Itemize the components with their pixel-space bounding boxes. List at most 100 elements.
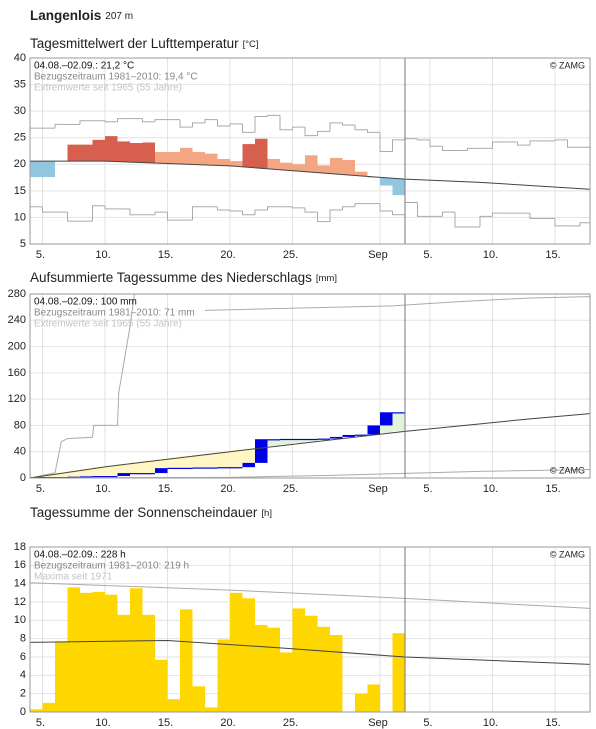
extreme-line [342,206,355,210]
bar [380,177,393,186]
difference-area [267,439,280,446]
bar [292,164,305,172]
bar [230,161,243,167]
x-tick-label: 10. [483,483,498,495]
x-tick-label: 5. [423,483,432,495]
reference-line [30,160,590,190]
difference-area [280,438,293,445]
bar [230,592,243,712]
extreme-line [317,130,330,136]
extreme-line [117,118,130,122]
bar [242,598,255,712]
x-tick-label: 10. [95,249,110,261]
extreme-line [242,123,255,133]
marks [30,294,590,478]
bar [155,659,168,712]
header: Langenlois 207 m [30,8,133,23]
x-tick-label: 15. [158,483,173,495]
bar [242,144,255,168]
extreme-line [379,132,393,153]
bar [130,588,143,712]
plot-frame [29,546,591,713]
bar [142,473,155,475]
extreme-line [492,141,505,149]
x-tick-label: 15. [158,249,173,261]
bar [130,143,143,163]
x-tick-label: 25. [283,483,298,495]
extreme-line [30,582,590,609]
bar [30,161,43,178]
x-tick-label: 5. [36,483,45,495]
bar [317,165,330,174]
extreme-line [292,206,305,209]
y-tick-label: 10 [14,614,26,626]
extreme-line [104,205,118,210]
extreme-line [54,123,68,129]
extreme-line [517,141,530,146]
y-tick-label: 30 [14,105,26,117]
bar [330,436,343,439]
extreme-line [242,211,255,216]
plot-frame [29,57,591,245]
bar [92,139,105,162]
bar [267,627,280,712]
extreme-line [154,211,168,215]
x-tick-label: 5. [36,249,45,261]
x-tick-label: 15. [545,483,560,495]
plot-frame [29,293,591,479]
y-tick-label: 16 [14,559,26,571]
bar [355,171,368,176]
bar [217,467,230,469]
extreme-line [167,212,180,221]
bar [217,639,230,712]
station: Langenlois [30,8,101,23]
bar [30,709,43,712]
y-tick-label: 14 [14,578,26,590]
title-text: Tagesmittelwert der Lufttemperatur [30,36,239,51]
y-tick-label: 15 [14,185,26,197]
y-tick-label: 40 [14,52,26,64]
difference-area [167,457,180,468]
extreme-line [217,206,230,211]
extreme-line [204,296,590,311]
x-tick-label: 20. [220,717,235,729]
bar [305,155,318,173]
bar [55,641,68,712]
x-tick-label: 20. [220,249,235,261]
difference-area [192,454,205,468]
note: Bezugszeitraum 1981–2010: 19,4 °C [34,72,198,83]
extreme-line [30,468,590,478]
difference-area [105,465,118,477]
y-tick-label: 240 [8,314,26,326]
difference-area [205,453,218,468]
bar [280,438,293,441]
note: 04.08.–02.09.: 100 mm [34,297,137,308]
extreme-line [267,114,280,117]
credit: © ZAMG [550,465,585,475]
x-tick-label: 10. [483,249,498,261]
difference-area [305,438,318,442]
y-tick-label: 12 [14,596,26,608]
extreme-line [42,206,55,213]
bar [305,438,318,441]
bar [355,434,368,436]
y-tick-label: 160 [8,367,26,379]
x-tick-label: 5. [423,249,432,261]
x-tick-label: 10. [95,717,110,729]
extreme-line [79,120,93,125]
bar [80,144,93,162]
reference-line [30,413,590,478]
difference-area [392,412,405,432]
bar [280,652,293,712]
bar [142,614,155,712]
y-tick-label: 40 [14,446,26,458]
bar [42,161,55,178]
x-tick-label: 5. [36,717,45,729]
bar [330,157,343,175]
y-tick-label: 80 [14,419,26,431]
bar [67,144,80,162]
title-text: Tagessumme der Sonnenscheindauer [30,505,258,520]
x-tick-label: 25. [283,717,298,729]
extreme-line [579,222,590,226]
bar [392,178,405,196]
